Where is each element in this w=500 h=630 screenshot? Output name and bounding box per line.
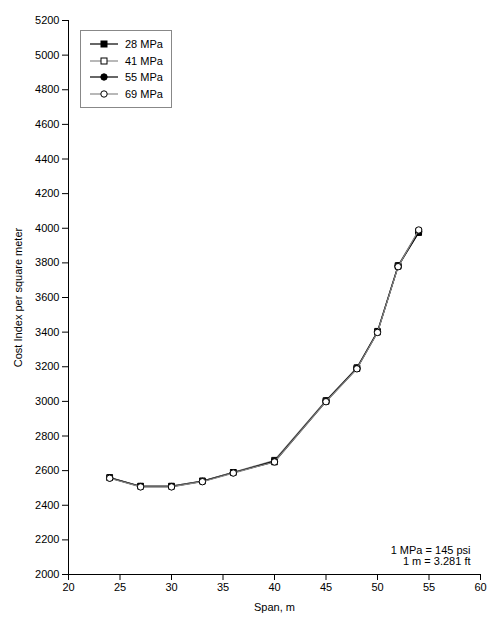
svg-text:Cost Index per square meter: Cost Index per square meter [12, 227, 24, 367]
svg-text:40: 40 [268, 581, 280, 593]
svg-text:4800: 4800 [35, 83, 59, 95]
svg-text:35: 35 [217, 581, 229, 593]
svg-text:1 MPa = 145 psi1 m = 3.281 ft: 1 MPa = 145 psi1 m = 3.281 ft [391, 544, 471, 567]
svg-text:3400: 3400 [35, 326, 59, 338]
svg-text:2400: 2400 [35, 499, 59, 511]
svg-text:4200: 4200 [35, 187, 59, 199]
svg-text:Span, m: Span, m [254, 601, 295, 613]
svg-text:4400: 4400 [35, 153, 59, 165]
svg-text:5000: 5000 [35, 49, 59, 61]
svg-text:60: 60 [474, 581, 486, 593]
svg-text:55: 55 [423, 581, 435, 593]
svg-text:2000: 2000 [35, 568, 59, 580]
html-text:41 MPa: 41 MPa [125, 54, 163, 67]
html-text:28 MPa: 28 MPa [125, 38, 163, 50]
svg-text:2200: 2200 [35, 533, 59, 545]
svg-text:5200: 5200 [35, 14, 59, 26]
svg-text:3800: 3800 [35, 256, 59, 268]
html-text:69 MPa: 69 MPa [125, 87, 163, 100]
svg-text:3600: 3600 [35, 291, 59, 303]
svg-text:30: 30 [165, 581, 177, 593]
svg-text:2600: 2600 [35, 464, 59, 476]
svg-text:4000: 4000 [35, 222, 59, 234]
html-text:55 MPa: 55 MPa [125, 71, 163, 83]
svg-text:4600: 4600 [35, 118, 59, 130]
svg-text:25: 25 [114, 581, 126, 593]
svg-text:3200: 3200 [35, 360, 59, 372]
svg-text:2800: 2800 [35, 430, 59, 442]
svg-text:50: 50 [371, 581, 383, 593]
svg-text:45: 45 [320, 581, 332, 593]
svg-text:20: 20 [62, 581, 74, 593]
svg-text:3000: 3000 [35, 395, 59, 407]
